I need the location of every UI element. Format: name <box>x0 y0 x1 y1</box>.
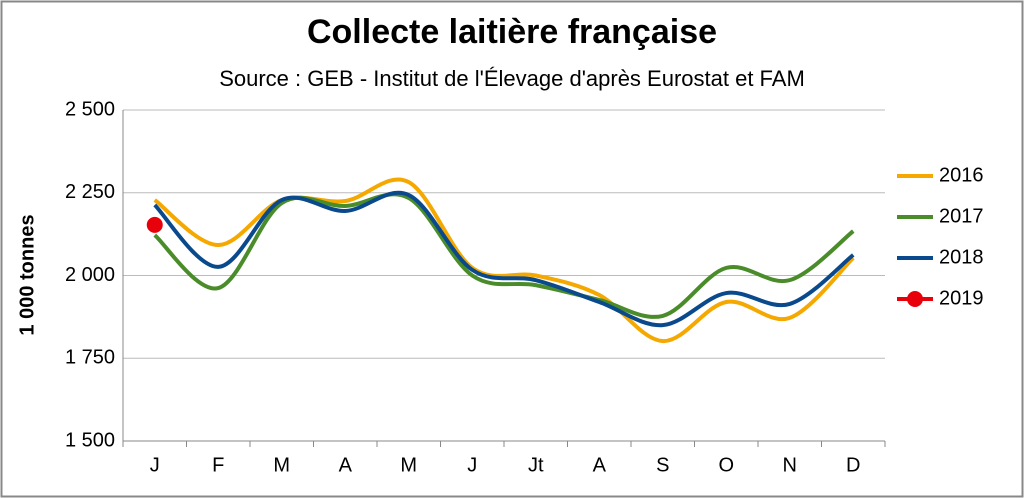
y-tick-label: 2 500 <box>65 98 115 120</box>
x-tick-label: D <box>846 454 860 476</box>
x-tick-label: F <box>212 454 224 476</box>
x-tick-label: M <box>273 454 290 476</box>
legend-label: 2019 <box>939 287 984 309</box>
y-tick-label: 1 750 <box>65 347 115 369</box>
x-tick-label: J <box>467 454 477 476</box>
y-tick-label: 2 000 <box>65 264 115 286</box>
x-tick-label: O <box>718 454 734 476</box>
x-tick-label: N <box>783 454 797 476</box>
legend-label: 2017 <box>939 205 984 227</box>
legend-marker <box>907 291 923 307</box>
legend-label: 2018 <box>939 246 984 268</box>
series-line <box>153 190 855 328</box>
x-tick-label: Jt <box>528 454 544 476</box>
x-tick-label: M <box>400 454 417 476</box>
y-tick-label: 1 500 <box>65 429 115 451</box>
y-tick-label: 2 250 <box>65 181 115 203</box>
x-tick-label: S <box>656 454 669 476</box>
x-tick-label: J <box>150 454 160 476</box>
x-tick-label: A <box>339 454 353 476</box>
legend-label: 2016 <box>939 164 984 186</box>
x-tick-label: A <box>593 454 607 476</box>
chart-title: Collecte laitière française <box>307 13 717 51</box>
y-axis-label: 1 000 tonnes <box>16 214 38 335</box>
chart-subtitle: Source : GEB - Institut de l'Élevage d'a… <box>219 66 805 91</box>
point-marker <box>146 216 163 233</box>
series-line <box>153 192 855 319</box>
